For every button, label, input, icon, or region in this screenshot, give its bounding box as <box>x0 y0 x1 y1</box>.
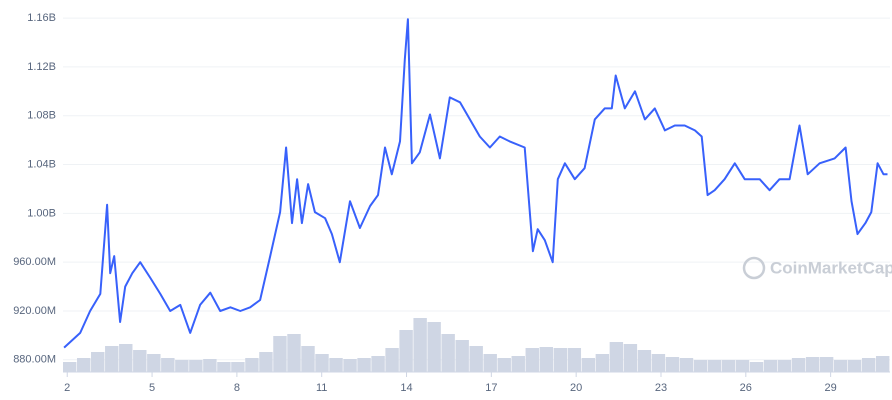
volume-bar <box>483 354 497 372</box>
y-tick-label: 1.00B <box>27 207 56 219</box>
volume-bar <box>105 346 119 372</box>
volume-bar <box>77 358 91 372</box>
y-tick-label: 1.12B <box>27 61 56 73</box>
y-tick-label: 960.00M <box>13 256 56 268</box>
volume-bar <box>749 362 764 372</box>
volume-bar <box>847 360 862 372</box>
volume-bar <box>259 352 273 372</box>
watermark: CoinMarketCap <box>742 256 892 280</box>
x-tick-label: 2 <box>64 382 70 394</box>
volume-bar <box>63 362 77 372</box>
price-line <box>63 18 888 349</box>
volume-bar <box>861 358 876 372</box>
volume-bar <box>497 358 511 372</box>
volume-bar <box>623 344 638 372</box>
watermark-logo <box>742 256 766 280</box>
volume-bar <box>595 354 610 372</box>
volume-bar <box>665 357 680 372</box>
y-tick-label: 1.08B <box>27 110 56 122</box>
volume-bar <box>525 348 539 372</box>
x-tick-label: 14 <box>400 382 412 394</box>
x-tick-label: 23 <box>655 382 667 394</box>
volume-bar <box>567 348 582 372</box>
volume-bar <box>203 359 217 372</box>
volume-bar <box>581 358 596 372</box>
volume-bar <box>427 322 441 372</box>
volume-bar <box>763 360 778 372</box>
x-tick-label: 26 <box>740 382 752 394</box>
volume-bar <box>273 336 287 372</box>
x-tick-label: 17 <box>485 382 497 394</box>
volume-bar <box>91 352 105 372</box>
watermark-text: CoinMarketCap <box>770 258 892 277</box>
y-tick-label: 1.04B <box>27 158 56 170</box>
volume-bar <box>455 340 469 372</box>
volume-bar <box>147 354 161 372</box>
volume-bar <box>189 360 203 372</box>
volume-bar <box>693 360 708 372</box>
volume-bar <box>413 318 427 372</box>
volume-bar <box>371 356 385 372</box>
volume-bar <box>735 360 750 372</box>
y-tick-label: 880.00M <box>13 354 56 366</box>
volume-bar <box>343 359 357 372</box>
volume-bar <box>119 344 133 372</box>
volume-bar <box>217 362 231 372</box>
volume-bar <box>245 358 259 372</box>
volume-bar <box>287 334 301 372</box>
volume-bar <box>721 360 736 372</box>
volume-bar <box>385 348 399 372</box>
volume-bar <box>231 362 245 372</box>
volume-bar <box>469 346 483 372</box>
volume-bar <box>539 347 553 372</box>
volume-bar <box>315 354 329 372</box>
volume-bar <box>819 357 834 372</box>
x-tick-label: 8 <box>234 382 240 394</box>
y-tick-label: 1.16B <box>27 12 56 24</box>
volume-bar <box>777 360 792 372</box>
volume-bar <box>707 360 722 372</box>
x-tick-label: 20 <box>570 382 582 394</box>
volume-bar <box>791 358 806 372</box>
volume-bar <box>651 354 666 372</box>
volume-bar <box>161 358 175 372</box>
volume-bar <box>833 360 848 372</box>
y-tick-label: 920.00M <box>13 305 56 317</box>
volume-bar <box>511 356 525 372</box>
volume-bar <box>637 350 652 372</box>
plot: 880.00M 920.00M 960.00M 1.00B 1.04B 1.08B 1.12… <box>13 12 890 394</box>
volume-bar <box>399 330 413 372</box>
volume-bar <box>175 360 189 372</box>
volume-bar <box>679 358 694 372</box>
volume-bar <box>133 350 147 372</box>
x-tick-label: 5 <box>149 382 155 394</box>
x-tick-label: 11 <box>316 382 327 394</box>
volume-bar <box>553 348 568 372</box>
volume-bar <box>875 356 890 372</box>
volume-bar <box>805 357 820 372</box>
volume-bar <box>441 334 455 372</box>
volume-bar <box>609 342 624 372</box>
volume-bar <box>357 358 371 372</box>
x-tick-label: 29 <box>825 382 837 394</box>
volume-bar <box>329 358 343 372</box>
volume-bar <box>301 346 315 372</box>
